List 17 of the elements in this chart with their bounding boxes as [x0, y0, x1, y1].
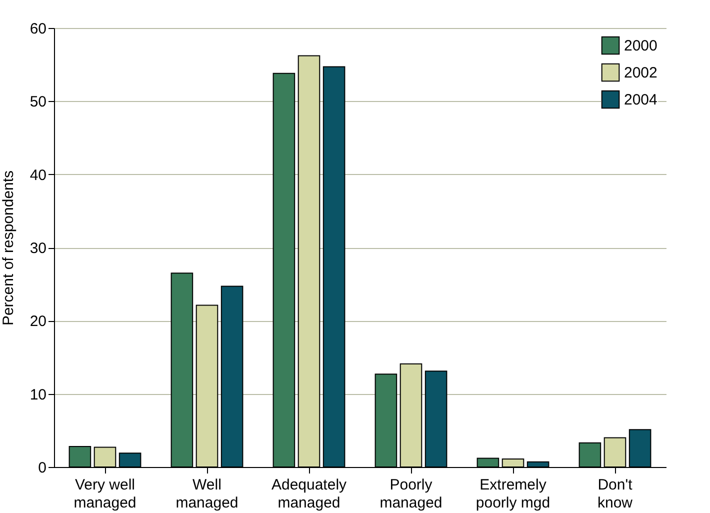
y-tick-label: 60: [30, 20, 46, 38]
y-tick-label: 0: [38, 460, 46, 476]
x-tick-label: Very well managed: [74, 476, 136, 512]
x-tick-label: Extremely poorly mgd: [476, 476, 550, 512]
y-tick-label: 30: [30, 240, 46, 257]
y-tick-label: 50: [30, 94, 46, 111]
x-tick-label: Well managed: [176, 476, 238, 512]
x-tick-label: Adequately managed: [271, 476, 348, 512]
y-tick-label: 10: [30, 386, 46, 404]
legend-label: 2002: [624, 64, 658, 82]
legend-label: 2000: [624, 38, 658, 54]
legend-label: 2004: [624, 92, 658, 108]
x-tick-label: Poorly managed: [380, 476, 442, 512]
y-tick-label: 20: [30, 313, 46, 330]
y-tick-label: 40: [30, 166, 46, 184]
x-tick-label: Don't know: [597, 476, 634, 512]
y-axis-title: Percent of respondents: [0, 170, 17, 326]
